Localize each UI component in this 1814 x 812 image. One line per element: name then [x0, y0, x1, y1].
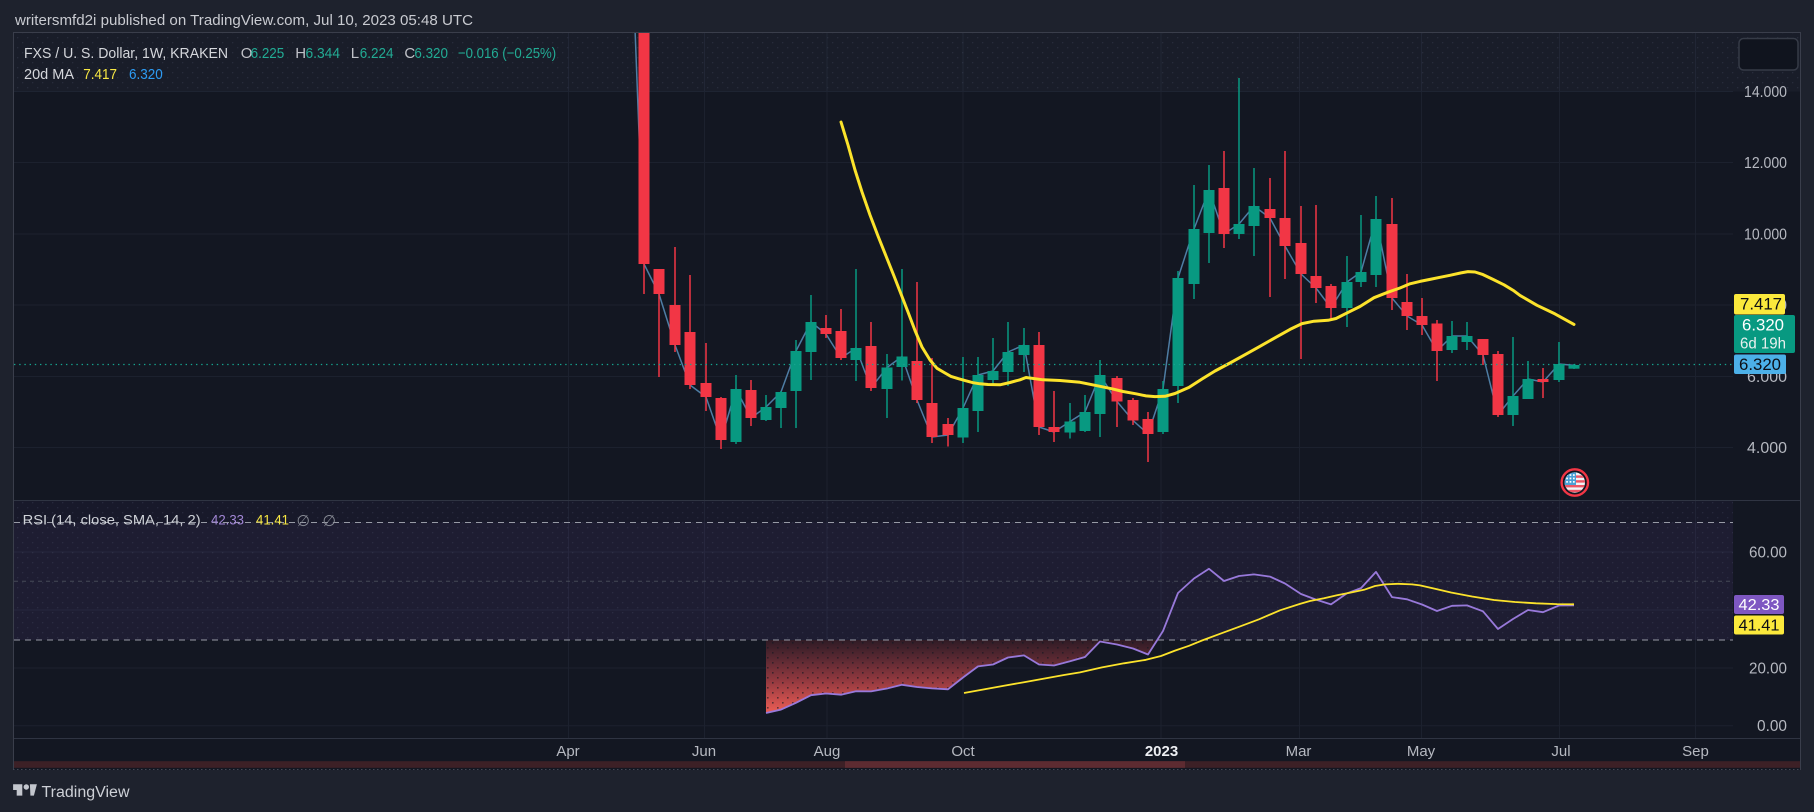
svg-text:6.320: 6.320: [414, 45, 448, 62]
svg-text:60.00: 60.00: [1749, 545, 1787, 562]
svg-text:41.41: 41.41: [256, 513, 289, 528]
svg-text:14.000: 14.000: [1744, 84, 1787, 101]
svg-text:writersmfd2i published on Trad: writersmfd2i published on TradingView.co…: [14, 12, 473, 29]
svg-text:H: H: [295, 45, 306, 62]
svg-text:6d 19h: 6d 19h: [1740, 336, 1786, 353]
svg-text:∅: ∅: [297, 513, 311, 530]
svg-text:Mar: Mar: [1286, 743, 1312, 760]
svg-text:6.224: 6.224: [360, 45, 394, 62]
svg-text:41.41: 41.41: [1739, 618, 1780, 635]
svg-text:O: O: [241, 45, 253, 62]
svg-text:12.000: 12.000: [1744, 155, 1787, 172]
svg-text:∅: ∅: [323, 513, 337, 530]
svg-text:6.320: 6.320: [1742, 317, 1784, 335]
svg-text:6.320: 6.320: [1739, 356, 1781, 374]
svg-text:2023: 2023: [1145, 743, 1178, 760]
svg-text:Oct: Oct: [951, 743, 975, 760]
svg-text:7.417: 7.417: [1740, 296, 1782, 314]
svg-text:42.33: 42.33: [211, 513, 244, 528]
svg-text:Sep: Sep: [1682, 743, 1709, 760]
svg-text:−0.016 (−0.25%): −0.016 (−0.25%): [458, 45, 556, 62]
svg-text:42.33: 42.33: [1739, 597, 1780, 614]
svg-text:L: L: [351, 45, 359, 62]
svg-text:20.00: 20.00: [1749, 661, 1787, 678]
svg-text:7.417: 7.417: [83, 66, 117, 83]
svg-text:Aug: Aug: [814, 743, 841, 760]
svg-text:C: C: [404, 45, 415, 62]
svg-text:10.000: 10.000: [1744, 227, 1787, 244]
svg-text:6.225: 6.225: [251, 45, 285, 62]
svg-text:4.000: 4.000: [1747, 440, 1787, 457]
svg-text:6.320: 6.320: [129, 66, 163, 83]
svg-text:TradingView: TradingView: [42, 784, 131, 801]
svg-text:Apr: Apr: [556, 743, 579, 760]
svg-text:FXS / U. S. Dollar, 1W, KRAKEN: FXS / U. S. Dollar, 1W, KRAKEN: [24, 45, 228, 62]
svg-text:RSI (14, close, SMA, 14, 2): RSI (14, close, SMA, 14, 2): [23, 513, 201, 528]
svg-text:Jul: Jul: [1551, 743, 1570, 760]
svg-text:20d MA: 20d MA: [24, 66, 74, 83]
svg-text:0.00: 0.00: [1757, 718, 1787, 735]
svg-text:Jun: Jun: [692, 743, 716, 760]
svg-text:May: May: [1407, 743, 1436, 760]
svg-text:6.344: 6.344: [306, 45, 341, 62]
